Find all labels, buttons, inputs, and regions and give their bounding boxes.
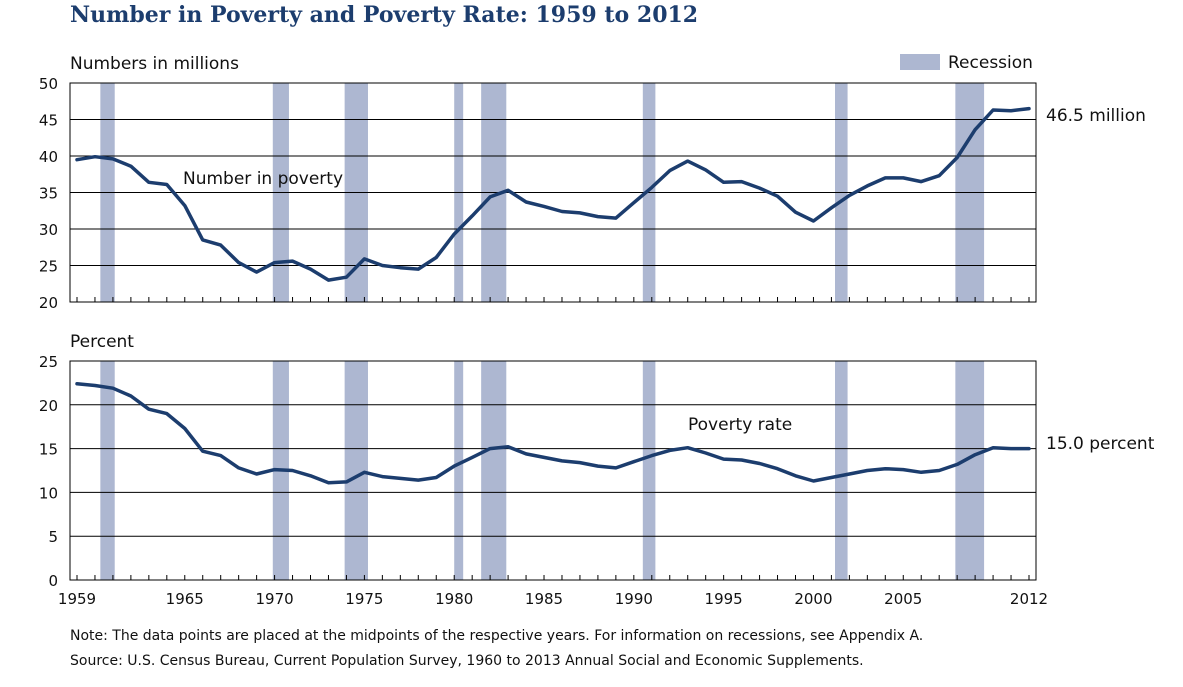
legend: Recession (900, 53, 1033, 73)
x-tick-label: 2005 (884, 590, 922, 608)
rate-end-label: 15.0 percent (1046, 434, 1155, 454)
x-tick-label: 1959 (58, 590, 96, 608)
y-tick-label: 40 (39, 148, 58, 166)
recession-band (454, 361, 464, 580)
x-tick-label: 2012 (1010, 590, 1048, 608)
source-note: Source: U.S. Census Bureau, Current Popu… (70, 653, 864, 669)
x-tick-label: 1990 (615, 590, 653, 608)
recession-band (835, 361, 848, 580)
y-tick-label: 5 (48, 528, 58, 546)
y-tick-label: 35 (39, 185, 58, 203)
chart-title: Number in Poverty and Poverty Rate: 1959… (70, 2, 699, 28)
y-tick-label: 15 (39, 441, 58, 459)
recession-band (642, 361, 656, 580)
y-tick-label: 25 (39, 258, 58, 276)
poverty-rate-line (75, 382, 1031, 485)
x-axis: 1959 1965 1970 1975 1980 1985 1990 1995 2000 2005… (58, 590, 1048, 608)
footnote: Note: The data points are placed at the … (70, 628, 924, 644)
y-tick-label: 10 (39, 484, 58, 502)
x-tick-label: 2000 (794, 590, 832, 608)
poverty-rate-panel: 0 5 10 15 20 25 Percent Poverty rate 15.0 per… (39, 332, 1155, 590)
number-in-poverty-annotation: Number in poverty (183, 169, 343, 189)
x-tick-label: 1965 (166, 590, 204, 608)
bottom-y-axis-label: Percent (70, 332, 134, 352)
top-y-axis-label: Numbers in millions (70, 54, 239, 74)
recession-band (100, 361, 115, 580)
y-tick-label: 30 (39, 221, 58, 239)
y-tick-label: 25 (39, 353, 58, 371)
x-tick-label: 1980 (435, 590, 473, 608)
number-in-poverty-line (75, 106, 1031, 282)
number-in-poverty-panel: 20 25 30 35 40 45 50 Numbers in millions Numbe… (39, 54, 1146, 312)
poverty-rate-annotation: Poverty rate (688, 415, 792, 435)
y-tick-label: 0 (48, 572, 58, 590)
y-tick-label: 50 (39, 75, 58, 93)
plot-frame (69, 82, 1037, 303)
plot-frame (69, 360, 1037, 581)
recession-band (955, 361, 985, 580)
y-tick-label: 20 (39, 294, 58, 312)
y-tick-label: 20 (39, 397, 58, 415)
legend-recession-label: Recession (948, 53, 1033, 73)
recession-band (481, 361, 507, 580)
x-tick-label: 1970 (255, 590, 293, 608)
x-tick-label: 1975 (345, 590, 383, 608)
legend-recession-swatch (900, 54, 940, 70)
y-tick-label: 45 (39, 112, 58, 130)
number-end-label: 46.5 million (1046, 106, 1146, 126)
x-tick-label: 1995 (705, 590, 743, 608)
x-tick-label: 1985 (525, 590, 563, 608)
recession-band (344, 361, 368, 580)
